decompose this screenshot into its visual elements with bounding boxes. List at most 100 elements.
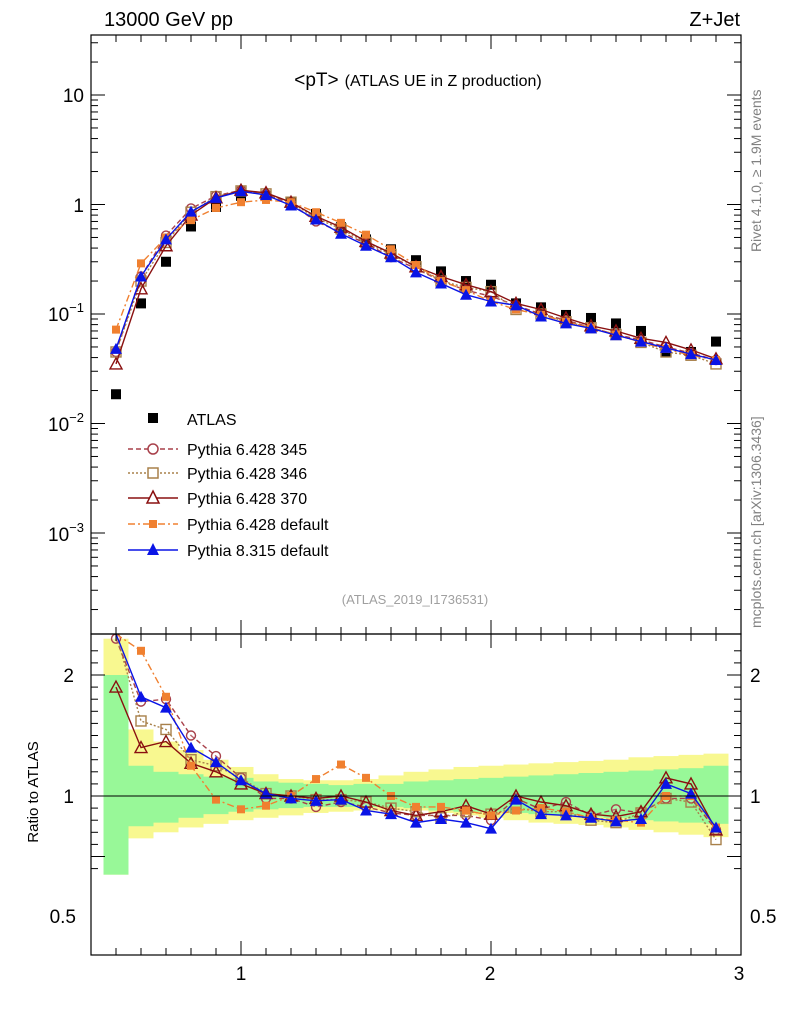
ytick-label-0.001: 10−3 bbox=[48, 520, 84, 546]
data-point bbox=[710, 354, 722, 366]
xtick-label-3: 3 bbox=[734, 964, 745, 985]
data-point bbox=[461, 276, 471, 287]
ytick-label-0.01: 10−2 bbox=[48, 410, 84, 436]
xtick-label-2: 2 bbox=[485, 964, 496, 985]
observable-description: (ATLAS UE in Z production) bbox=[345, 73, 542, 90]
ratio-point bbox=[135, 690, 147, 702]
ratio-point bbox=[635, 812, 647, 824]
ratio-point bbox=[208, 764, 224, 778]
data-point bbox=[135, 270, 147, 282]
data-point bbox=[186, 221, 196, 232]
data-point bbox=[585, 322, 597, 334]
legend-label-p345: Pythia 6.428 345 bbox=[187, 442, 307, 459]
ratio-point bbox=[535, 808, 547, 820]
left-title: 13000 GeV pp bbox=[104, 9, 233, 31]
data-point bbox=[310, 213, 322, 225]
ratio-point bbox=[410, 816, 422, 828]
legend-marker-p346 bbox=[147, 467, 159, 479]
ratio-point bbox=[510, 793, 522, 805]
data-point bbox=[660, 341, 672, 353]
data-point bbox=[312, 208, 320, 217]
observable-label: <pT> (ATLAS UE in Z production) bbox=[294, 70, 541, 91]
data-point bbox=[337, 218, 345, 227]
data-point bbox=[412, 261, 420, 270]
legend-marker-p6def bbox=[149, 520, 157, 528]
ratio-point bbox=[585, 811, 597, 823]
ratio-point bbox=[362, 773, 370, 782]
data-point bbox=[435, 277, 447, 289]
ratio-point bbox=[560, 809, 572, 821]
data-point bbox=[635, 335, 647, 347]
ratio-point bbox=[385, 808, 397, 820]
series-pythia-8-315-default bbox=[110, 185, 722, 366]
data-point bbox=[335, 227, 347, 239]
ratio-point bbox=[237, 805, 245, 814]
data-point bbox=[385, 251, 397, 263]
ratio-point bbox=[235, 774, 247, 786]
data-point bbox=[536, 302, 546, 313]
data-point bbox=[161, 256, 171, 267]
side-label-top: Rivet 4.1.0, ≥ 1.9M events bbox=[748, 89, 764, 252]
observable-symbol: <pT> bbox=[294, 70, 338, 91]
ratio-point bbox=[485, 822, 497, 834]
band-inner-bin bbox=[203, 776, 229, 815]
ratio-ytick-2-right: 2 bbox=[750, 666, 761, 687]
ratio-point bbox=[210, 756, 222, 768]
ratio-point bbox=[462, 806, 470, 815]
legend-entry-atlas: ATLAS bbox=[148, 412, 237, 429]
legend-label-atlas: ATLAS bbox=[187, 412, 237, 429]
series-pythia-6-428-346 bbox=[110, 185, 722, 370]
data-point bbox=[133, 281, 149, 295]
ratio-ytick-0.5: 0.5 bbox=[50, 907, 76, 928]
data-point bbox=[360, 239, 372, 251]
band-inner-bin bbox=[478, 777, 504, 812]
legend-entry-p6def: Pythia 6.428 default bbox=[128, 517, 329, 534]
data-point bbox=[535, 310, 547, 322]
data-point bbox=[285, 199, 297, 211]
data-point bbox=[160, 233, 172, 245]
data-point bbox=[711, 336, 721, 347]
data-point bbox=[410, 266, 422, 278]
data-point bbox=[586, 312, 596, 323]
data-point bbox=[560, 317, 572, 329]
data-point bbox=[611, 318, 621, 329]
ratio-point bbox=[285, 792, 297, 804]
data-point bbox=[108, 356, 124, 370]
band-inner-bin bbox=[153, 771, 179, 823]
ratio-point bbox=[360, 804, 372, 816]
legend-label-p346: Pythia 6.428 346 bbox=[187, 466, 307, 483]
ratio-point bbox=[710, 821, 722, 833]
data-point bbox=[485, 295, 497, 307]
legend-entry-p8def: Pythia 8.315 default bbox=[128, 543, 329, 560]
legend-entry-p370: Pythia 6.428 370 bbox=[128, 489, 307, 508]
legend-entry-p346: Pythia 6.428 346 bbox=[128, 466, 307, 483]
main-series bbox=[108, 182, 724, 400]
ratio-point bbox=[460, 816, 472, 828]
ratio-point bbox=[108, 679, 124, 693]
data-point bbox=[685, 348, 697, 360]
analysis-id: (ATLAS_2019_I1736531) bbox=[342, 592, 488, 607]
ratio-point bbox=[137, 646, 145, 655]
ytick-label-0.1: 10−1 bbox=[48, 300, 84, 326]
ratio-point bbox=[312, 775, 320, 784]
side-label-bottom: mcplots.cern.ch [arXiv:1306.3436] bbox=[748, 416, 764, 628]
legend-marker-atlas bbox=[148, 413, 158, 423]
ratio-point bbox=[487, 811, 495, 820]
ratio-ytick-1-right: 1 bbox=[750, 787, 761, 808]
legend-marker-p8def bbox=[147, 543, 159, 555]
ratio-point bbox=[262, 801, 270, 810]
data-point bbox=[610, 329, 622, 341]
xtick-label-1: 1 bbox=[236, 964, 247, 985]
data-point bbox=[136, 298, 146, 309]
data-point bbox=[185, 205, 197, 217]
ratio-series bbox=[108, 633, 724, 846]
series-atlas bbox=[111, 190, 721, 400]
data-point bbox=[235, 185, 247, 197]
ratio-point bbox=[310, 794, 322, 806]
ratio-point bbox=[185, 730, 197, 741]
legend-entry-p345: Pythia 6.428 345 bbox=[128, 442, 307, 459]
data-point bbox=[460, 288, 472, 300]
data-point bbox=[237, 198, 245, 207]
ratio-point bbox=[212, 795, 220, 804]
right-title: Z+Jet bbox=[689, 9, 740, 31]
